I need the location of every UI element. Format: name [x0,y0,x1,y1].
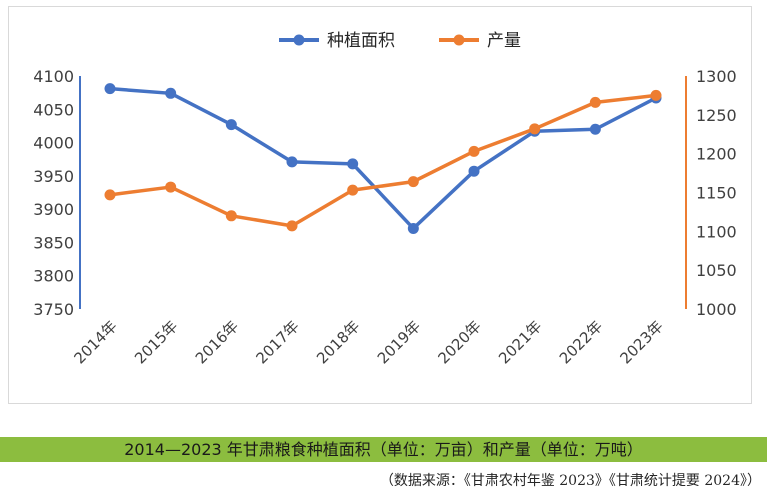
x-tick-label: 2016年 [192,317,242,367]
data-point [225,210,237,222]
legend-marker [293,34,305,46]
data-point [468,165,480,177]
right-y-tick-label: 1300 [696,67,737,86]
x-tick-label: 2014年 [70,317,120,367]
right-y-tick-label: 1000 [696,300,737,319]
data-source-note: （数据来源：《甘肃农村年鉴 2023》《甘肃统计提要 2024》） [379,473,761,489]
data-point [650,89,662,101]
data-point [589,96,601,108]
data-point [407,222,419,234]
x-tick-label: 2015年 [131,317,181,367]
left-y-tick-label: 4050 [33,100,74,119]
right-y-tick-label: 1200 [696,145,737,164]
data-point [529,123,541,135]
legend-label: 种植面积 [327,31,395,51]
x-tick-label: 2022年 [556,317,606,367]
series-layer [104,83,662,234]
data-point [286,220,298,232]
chart-caption: 2014—2023 年甘肃粮食种植面积（单位：万亩）和产量（单位：万吨） [0,437,767,462]
left-y-tick-label: 3950 [33,167,74,186]
data-point [468,145,480,157]
data-point [347,184,359,196]
right-y-tick-label: 1050 [696,261,737,280]
left-y-tick-label: 4000 [33,134,74,153]
data-point [165,87,177,99]
chart-frame: 3750 3800 3850 3900 3950 4000 4050 4100 1000 1050… [8,6,752,404]
x-tick-label: 2018年 [313,317,363,367]
x-tick-label: 2017年 [252,317,302,367]
data-point [104,83,116,95]
series-line [108,86,658,231]
left-y-tick-label: 3850 [33,233,74,252]
data-point [347,158,359,170]
legend-marker [453,34,465,46]
x-tick-label: 2023年 [616,317,666,367]
x-tick-label: 2019年 [374,317,424,367]
left-y-tick-label: 4100 [33,67,74,86]
right-y-tick-label: 1150 [696,184,737,203]
x-tick-label: 2020年 [434,317,484,367]
legend: 种植面积 产量 [279,31,521,51]
legend-label: 产量 [487,31,521,51]
data-point [104,189,116,201]
data-point [225,119,237,131]
data-point [589,123,601,135]
right-y-tick-label: 1250 [696,106,737,125]
series-line [108,93,658,228]
data-point [407,176,419,188]
axes [79,76,687,309]
right-y-tick-label: 1100 [696,222,737,241]
data-point [286,156,298,168]
line-chart: 3750 3800 3850 3900 3950 4000 4050 4100 1000 1050… [33,31,737,367]
x-tick-label: 2021年 [495,317,545,367]
left-y-tick-label: 3900 [33,200,74,219]
data-point [165,181,177,193]
left-y-tick-label: 3800 [33,267,74,286]
left-y-tick-label: 3750 [33,300,74,319]
